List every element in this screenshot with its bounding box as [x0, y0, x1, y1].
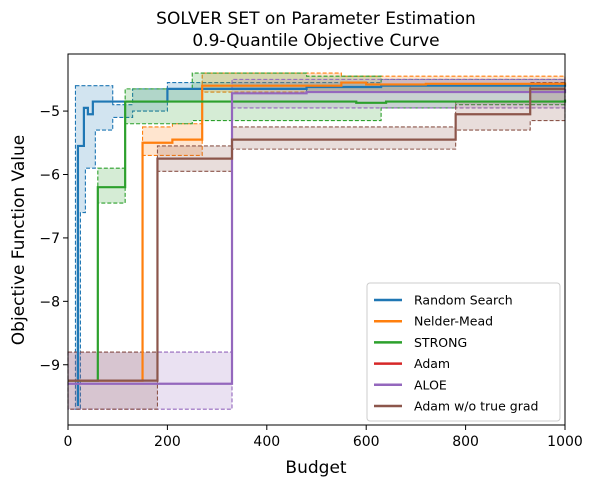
line-nelder-mead — [68, 81, 567, 382]
y-axis-ticks: −9 −8 −7 −6 −5 — [39, 104, 68, 374]
chart-title-line1: SOLVER SET on Parameter Estimation — [156, 9, 476, 29]
legend-label-random-search: Random Search — [414, 293, 513, 308]
legend-label-strong: STRONG — [414, 335, 467, 350]
legend-box — [366, 282, 561, 422]
band-nelder-mead — [142, 72, 566, 157]
y-tick-label: −9 — [39, 358, 60, 374]
line-adam-w-o-true-grad — [68, 87, 565, 382]
x-tick-label: 400 — [253, 434, 280, 450]
y-tick-label: −7 — [39, 231, 60, 247]
legend-label-adam-w-o-true-grad: Adam w/o true grad — [414, 399, 538, 414]
series-lines — [68, 81, 567, 406]
x-tick-label: 1000 — [547, 434, 583, 450]
legend-label-nelder-mead: Nelder-Mead — [414, 314, 493, 329]
line-strong — [68, 99, 567, 382]
plot-frame — [67, 53, 566, 426]
x-tick-label: 800 — [452, 434, 479, 450]
y-tick-label: −8 — [39, 294, 60, 310]
y-tick-label: −5 — [39, 104, 60, 120]
x-tick-label: 600 — [353, 434, 380, 450]
y-axis-label: Objective Function Value — [9, 135, 29, 345]
band-strong — [97, 72, 566, 204]
x-tick-label: 0 — [64, 434, 73, 450]
legend-label-aloe: ALOE — [414, 377, 447, 392]
x-axis-ticks: 0 200 400 600 800 1000 — [64, 425, 583, 450]
legend-label-adam: Adam — [414, 356, 450, 371]
x-tick-label: 200 — [154, 434, 181, 450]
legend: Random Search Nelder-Mead STRONG Adam ALOE Ad… — [366, 282, 561, 422]
chart-title-line2: 0.9-Quantile Objective Curve — [192, 31, 439, 51]
y-tick-label: −6 — [39, 167, 60, 183]
x-axis-label: Budget — [285, 458, 346, 478]
